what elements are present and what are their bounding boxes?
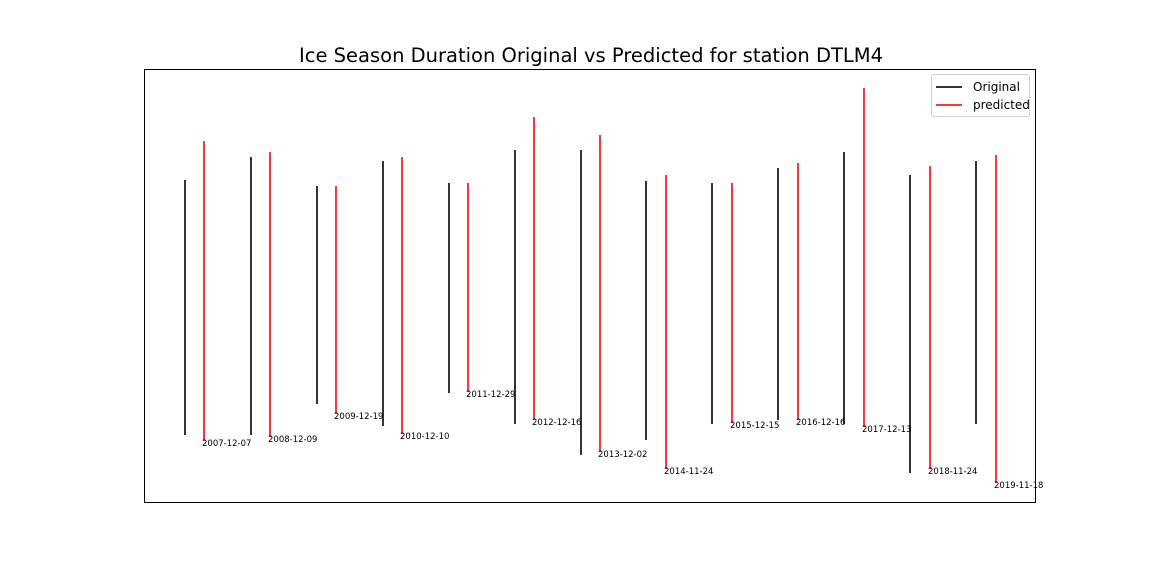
legend-line-predicted-icon [936,104,962,106]
legend-item-predicted: predicted [932,96,1030,114]
date-label: 2008-12-09 [268,435,317,445]
legend-item-original: Original [932,78,1020,96]
date-label: 2010-12-10 [400,432,449,442]
date-label: 2018-11-24 [928,467,977,477]
date-label: 2009-12-19 [334,412,383,422]
legend-label-predicted: predicted [973,98,1030,112]
date-label: 2013-12-02 [598,450,647,460]
legend-line-original-icon [936,86,962,88]
legend-label-original: Original [973,80,1020,94]
date-annotations: 2007-12-07 2008-12-09 2009-12-19 2010-12-10… [202,390,1043,491]
date-label: 2019-11-18 [994,481,1043,491]
legend: Original predicted [931,74,1030,117]
date-label: 2011-12-29 [466,390,515,400]
plot-area [144,69,1036,503]
date-label: 2012-12-16 [532,418,581,428]
date-label: 2014-11-24 [664,467,713,477]
date-label: 2015-12-15 [730,421,779,431]
date-label: 2016-12-16 [796,418,845,428]
original-series [184,150,977,473]
date-label: 2007-12-07 [202,439,251,449]
date-label: 2017-12-13 [862,425,911,435]
predicted-series [203,88,997,483]
chart-title: Ice Season Duration Original vs Predicte… [298,44,883,67]
